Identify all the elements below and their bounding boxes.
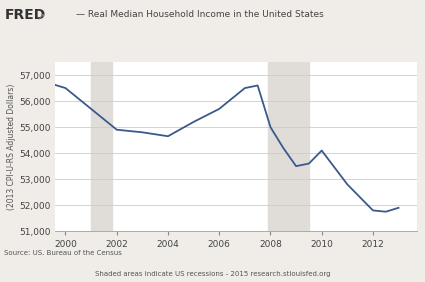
Text: FRED: FRED xyxy=(4,8,45,23)
Text: — Real Median Household Income in the United States: — Real Median Household Income in the Un… xyxy=(76,10,324,19)
Text: Shaded areas indicate US recessions - 2015 research.stlouisfed.org: Shaded areas indicate US recessions - 20… xyxy=(95,271,330,277)
Bar xyxy=(269,62,309,231)
Text: Source: US. Bureau of the Census: Source: US. Bureau of the Census xyxy=(4,250,122,255)
Y-axis label: (2013 CPI-U-RS Adjusted Dollars): (2013 CPI-U-RS Adjusted Dollars) xyxy=(7,83,16,210)
Text: ↗: ↗ xyxy=(36,13,44,23)
Bar xyxy=(91,62,112,231)
